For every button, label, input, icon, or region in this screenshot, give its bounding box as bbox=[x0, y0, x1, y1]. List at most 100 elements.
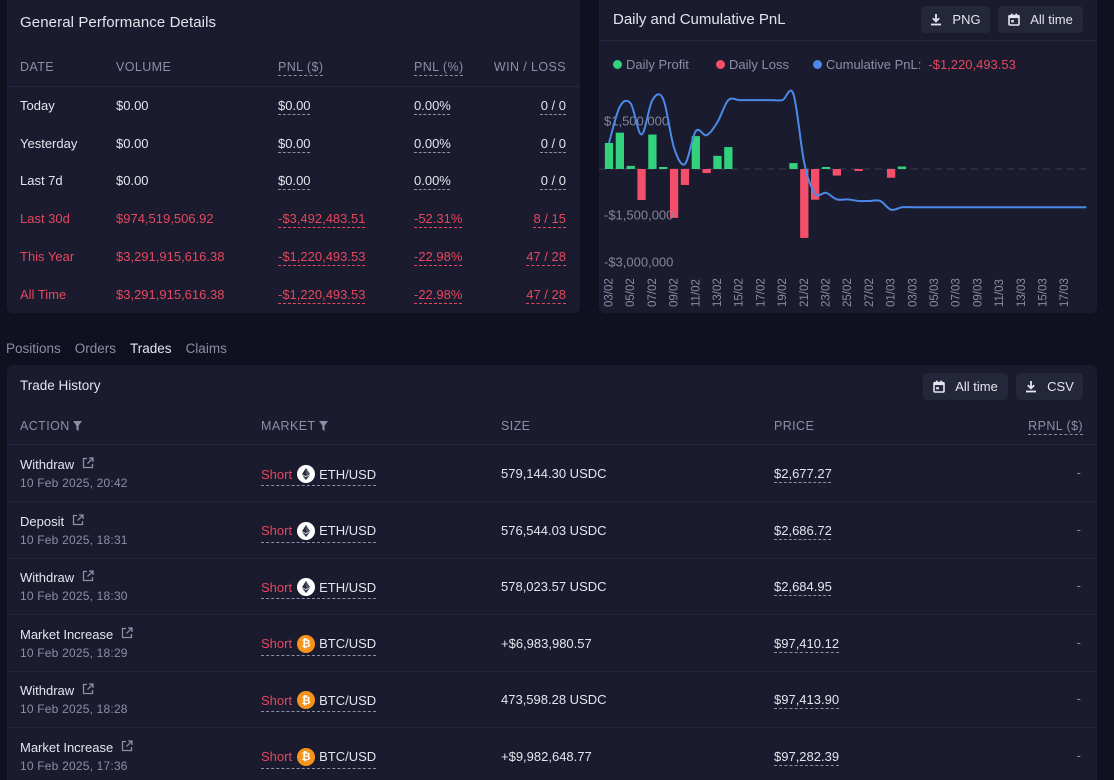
tab-claims[interactable]: Claims bbox=[185, 341, 227, 356]
external-link-icon[interactable] bbox=[82, 457, 94, 472]
trade-price[interactable]: $2,684.95 bbox=[774, 579, 832, 594]
x-tick-label: 23/02 bbox=[821, 278, 833, 307]
history-tabs: Positions Orders Trades Claims bbox=[6, 341, 227, 356]
time-range-button[interactable]: All time bbox=[998, 6, 1083, 33]
external-link-icon[interactable] bbox=[72, 513, 84, 529]
external-link-icon[interactable] bbox=[82, 570, 94, 585]
legend-cumulative-pnl[interactable]: Cumulative PnL: -$1,220,493.53 bbox=[813, 56, 1016, 72]
export-png-button[interactable]: PNG bbox=[921, 6, 990, 33]
trade-market[interactable]: Short ETH/USD bbox=[261, 578, 377, 599]
table-row: Yesterday $0.00 $0.00 0.00% 0 / 0 bbox=[7, 125, 580, 163]
bar-daily-loss bbox=[637, 169, 646, 201]
row-volume: $0.00 bbox=[116, 173, 149, 188]
x-tick-label: 09/02 bbox=[669, 278, 681, 307]
trade-side: Short bbox=[261, 692, 293, 708]
table-row[interactable]: Withdraw 10 Feb 2025, 20:42 Short ETH/US… bbox=[7, 445, 1097, 502]
trade-price[interactable]: $97,282.39 bbox=[774, 748, 840, 764]
header-pnl-pct[interactable]: PNL (%) bbox=[414, 60, 464, 74]
row-pnl-pct[interactable]: 0.00% bbox=[414, 98, 451, 113]
y-tick-label: -$3,000,000 bbox=[604, 254, 673, 269]
bar-daily-profit bbox=[691, 136, 700, 169]
row-win-loss[interactable]: 0 / 0 bbox=[540, 173, 566, 188]
row-pnl-pct[interactable]: -22.98% bbox=[414, 249, 463, 264]
row-pnl-pct[interactable]: 0.00% bbox=[414, 136, 451, 151]
table-row[interactable]: Market Increase 10 Feb 2025, 18:29 Short… bbox=[7, 615, 1097, 672]
row-volume: $3,291,915,616.38 bbox=[116, 287, 225, 302]
export-csv-label: CSV bbox=[1047, 379, 1074, 394]
legend-daily-loss[interactable]: Daily Loss bbox=[716, 56, 789, 72]
trade-market[interactable]: Short ETH/USD bbox=[261, 465, 377, 486]
filter-icon[interactable] bbox=[72, 421, 82, 431]
header-market[interactable]: MARKET bbox=[261, 407, 328, 445]
bitcoin-icon: ₿ bbox=[297, 747, 316, 766]
row-pnl-usd[interactable]: -$3,492,483.51 bbox=[278, 211, 366, 226]
tab-orders[interactable]: Orders bbox=[74, 341, 117, 356]
trade-pair: BTC/USD bbox=[319, 749, 377, 764]
tab-trades[interactable]: Trades bbox=[130, 341, 172, 356]
tab-positions[interactable]: Positions bbox=[6, 341, 61, 356]
x-tick-label: 27/02 bbox=[864, 278, 876, 307]
row-pnl-pct[interactable]: 0.00% bbox=[414, 173, 451, 188]
trade-market[interactable]: Short ETH/USD bbox=[261, 521, 377, 543]
table-row[interactable]: Withdraw 10 Feb 2025, 18:30 Short ETH/US… bbox=[7, 558, 1097, 615]
trade-market[interactable]: Short ₿ BTC/USD bbox=[261, 691, 377, 712]
bar-daily-loss bbox=[702, 169, 711, 174]
x-tick-label: 05/02 bbox=[625, 278, 637, 307]
row-pnl-usd[interactable]: $0.00 bbox=[278, 98, 311, 113]
row-pnl-pct[interactable]: -52.31% bbox=[414, 211, 463, 226]
bar-daily-profit bbox=[604, 142, 614, 169]
row-win-loss[interactable]: 0 / 0 bbox=[540, 136, 566, 151]
trade-side: Short bbox=[261, 466, 293, 482]
pnl-chart-panel: Daily and Cumulative PnL PNG All time Da… bbox=[599, 0, 1097, 313]
row-date: All Time bbox=[20, 287, 67, 302]
header-pnl-usd[interactable]: PNL ($) bbox=[278, 60, 324, 74]
header-divider bbox=[7, 444, 1097, 445]
trade-price[interactable]: $97,413.90 bbox=[774, 692, 840, 707]
ethereum-icon bbox=[297, 578, 316, 596]
trade-pair: BTC/USD bbox=[319, 692, 377, 708]
bar-daily-profit bbox=[789, 163, 798, 169]
row-win-loss[interactable]: 47 / 28 bbox=[526, 287, 566, 302]
bar-daily-profit bbox=[648, 134, 657, 169]
trade-price[interactable]: $97,410.12 bbox=[774, 635, 840, 651]
x-tick-label: 19/02 bbox=[777, 278, 789, 307]
header-action[interactable]: ACTION bbox=[20, 407, 82, 445]
filter-icon[interactable] bbox=[318, 421, 328, 431]
header-rpnl[interactable]: RPNL ($) bbox=[1028, 419, 1083, 433]
row-win-loss[interactable]: 0 / 0 bbox=[540, 98, 566, 113]
bar-daily-loss bbox=[800, 169, 809, 238]
row-pnl-usd[interactable]: -$1,220,493.53 bbox=[278, 287, 366, 302]
row-pnl-pct[interactable]: -22.98% bbox=[414, 287, 463, 302]
trade-market[interactable]: Short ₿ BTC/USD bbox=[261, 634, 377, 656]
row-pnl-usd[interactable]: $0.00 bbox=[278, 173, 311, 188]
external-link-icon[interactable] bbox=[82, 683, 94, 698]
table-row: Today $0.00 $0.00 0.00% 0 / 0 bbox=[7, 87, 580, 125]
trade-action: Withdraw bbox=[20, 570, 75, 585]
time-range-button[interactable]: All time bbox=[923, 373, 1008, 400]
external-link-icon[interactable] bbox=[121, 626, 133, 642]
export-png-label: PNG bbox=[952, 12, 981, 27]
table-row: This Year $3,291,915,616.38 -$1,220,493.… bbox=[7, 238, 580, 276]
trade-price[interactable]: $2,677.27 bbox=[774, 466, 832, 481]
trade-market[interactable]: Short ₿ BTC/USD bbox=[261, 747, 377, 769]
table-row[interactable]: Withdraw 10 Feb 2025, 18:28 Short ₿ BTC/… bbox=[7, 671, 1097, 728]
legend-daily-profit[interactable]: Daily Profit bbox=[613, 56, 689, 72]
export-csv-button[interactable]: CSV bbox=[1016, 373, 1083, 400]
table-row[interactable]: Market Increase 10 Feb 2025, 17:36 Short… bbox=[7, 728, 1097, 780]
trade-action: Market Increase bbox=[20, 739, 114, 755]
trade-side: Short bbox=[261, 579, 293, 595]
row-pnl-usd[interactable]: -$1,220,493.53 bbox=[278, 249, 366, 264]
header-size: SIZE bbox=[501, 419, 531, 433]
row-win-loss[interactable]: 47 / 28 bbox=[526, 249, 566, 264]
row-win-loss[interactable]: 8 / 15 bbox=[533, 211, 566, 226]
x-tick-label: 17/03 bbox=[1059, 278, 1071, 307]
header-divider bbox=[599, 40, 1097, 41]
bar-daily-profit bbox=[713, 155, 722, 169]
table-row[interactable]: Deposit 10 Feb 2025, 18:31 Short ETH/USD… bbox=[7, 502, 1097, 559]
trade-price[interactable]: $2,686.72 bbox=[774, 522, 832, 538]
external-link-icon[interactable] bbox=[121, 739, 133, 755]
x-tick-label: 01/03 bbox=[886, 278, 898, 307]
row-pnl-usd[interactable]: $0.00 bbox=[278, 136, 311, 151]
bar-daily-loss bbox=[886, 169, 896, 178]
